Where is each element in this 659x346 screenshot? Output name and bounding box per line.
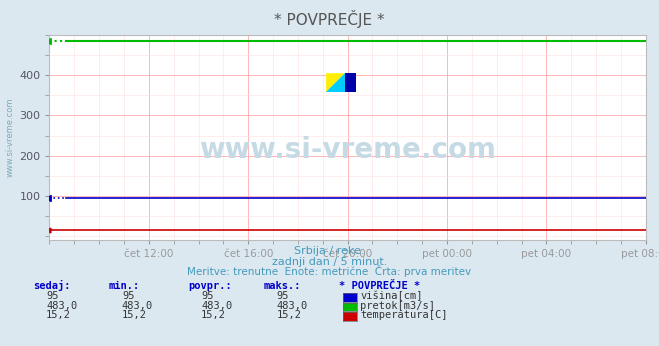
Polygon shape — [326, 73, 345, 92]
Text: * POVPREČJE *: * POVPREČJE * — [274, 10, 385, 28]
Text: višina[cm]: višina[cm] — [360, 291, 423, 301]
Text: zadnji dan / 5 minut.: zadnji dan / 5 minut. — [272, 257, 387, 267]
Text: www.si-vreme.com: www.si-vreme.com — [199, 136, 496, 164]
Text: 483,0: 483,0 — [277, 301, 308, 311]
Text: 95: 95 — [201, 291, 214, 301]
Text: 15,2: 15,2 — [46, 310, 71, 320]
Text: 95: 95 — [122, 291, 134, 301]
Y-axis label: www.si-vreme.com: www.si-vreme.com — [6, 98, 15, 177]
Text: 15,2: 15,2 — [122, 310, 147, 320]
Text: temperatura[C]: temperatura[C] — [360, 310, 448, 320]
Text: min.:: min.: — [109, 281, 140, 291]
Text: pretok[m3/s]: pretok[m3/s] — [360, 301, 436, 311]
Text: sedaj:: sedaj: — [33, 280, 71, 291]
Text: 483,0: 483,0 — [201, 301, 232, 311]
Text: 483,0: 483,0 — [46, 301, 77, 311]
Text: Meritve: trenutne  Enote: metrične  Črta: prva meritev: Meritve: trenutne Enote: metrične Črta: … — [187, 265, 472, 277]
Text: 15,2: 15,2 — [277, 310, 302, 320]
Text: povpr.:: povpr.: — [188, 281, 231, 291]
Text: 95: 95 — [46, 291, 59, 301]
Polygon shape — [326, 73, 345, 92]
Text: 15,2: 15,2 — [201, 310, 226, 320]
Text: * POVPREČJE *: * POVPREČJE * — [339, 281, 420, 291]
Text: maks.:: maks.: — [264, 281, 301, 291]
Text: Srbija / reke.: Srbija / reke. — [295, 246, 364, 256]
Text: 95: 95 — [277, 291, 289, 301]
Text: 483,0: 483,0 — [122, 301, 153, 311]
